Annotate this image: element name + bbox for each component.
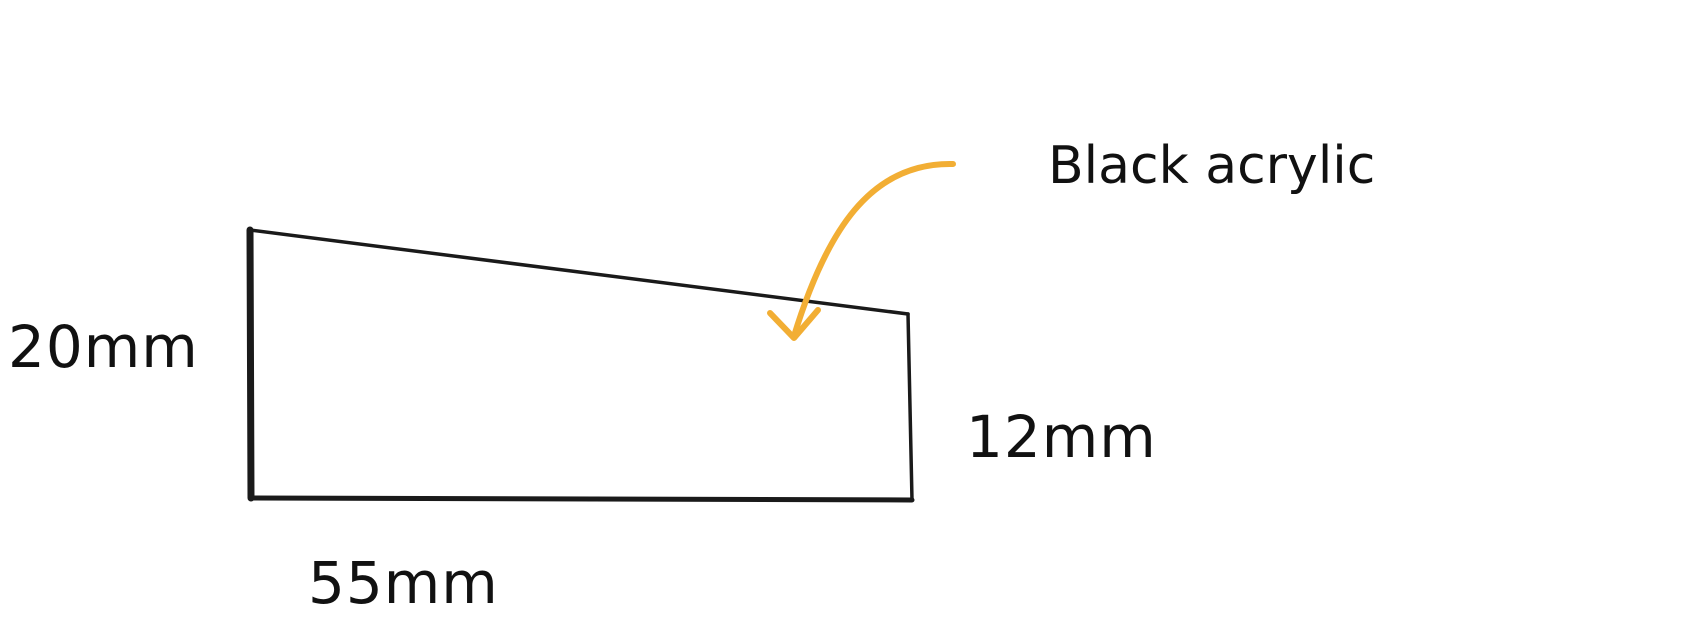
callout-arrow-curve [791, 160, 956, 339]
bottom-width-label: 55mm [308, 549, 499, 617]
top-slanted-edge [248, 228, 910, 316]
bottom-edge [248, 495, 915, 503]
right-edge [906, 312, 914, 502]
callout-arrowhead [767, 307, 821, 341]
left-height-label: 20mm [8, 313, 199, 381]
trapezoid-outline [246, 226, 915, 503]
right-height-label: 12mm [966, 403, 1157, 471]
material-label: Black acrylic [1048, 136, 1375, 196]
left-edge [246, 226, 255, 502]
callout-arrow [767, 160, 956, 341]
